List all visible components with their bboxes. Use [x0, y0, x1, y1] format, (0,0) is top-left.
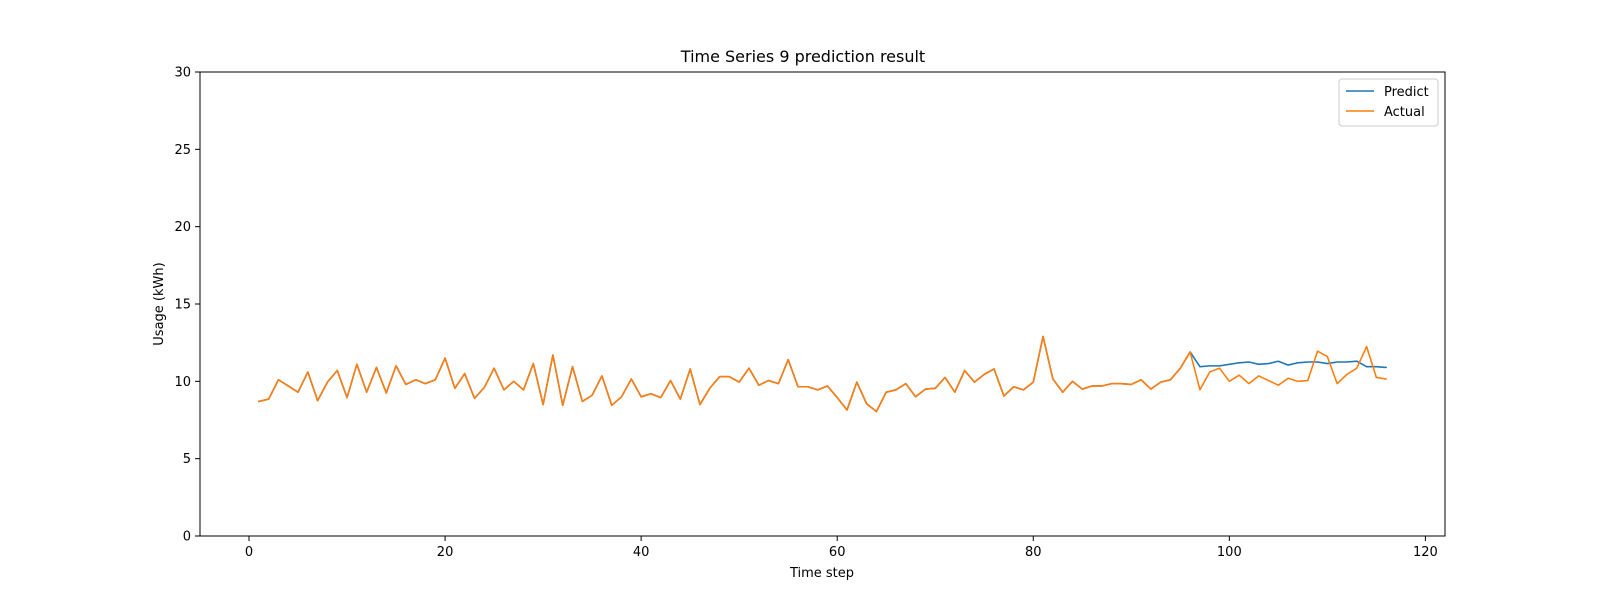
- y-tick-label: 10: [174, 375, 191, 390]
- x-tick-label: 80: [1025, 545, 1042, 560]
- y-tick-label: 25: [174, 143, 191, 158]
- legend-label-predict: Predict: [1384, 85, 1429, 100]
- x-tick-label: 40: [633, 545, 650, 560]
- legend-label-actual: Actual: [1384, 105, 1425, 120]
- y-tick-label: 30: [174, 66, 191, 81]
- legend: Predict Actual: [1338, 78, 1439, 127]
- y-tick-label: 15: [174, 298, 191, 313]
- y-axis-ticks: 0 5 10 15 20 25 30: [174, 66, 200, 545]
- y-tick-label: 20: [174, 220, 191, 235]
- y-tick-label: 0: [183, 530, 191, 545]
- x-tick-label: 20: [437, 545, 454, 560]
- x-tick-label: 120: [1413, 545, 1438, 560]
- x-tick-label: 100: [1217, 545, 1242, 560]
- x-tick-label: 0: [245, 545, 253, 560]
- x-axis-label: Time step: [789, 566, 854, 581]
- y-axis-label: Usage (kWh): [152, 262, 167, 345]
- x-tick-label: 60: [829, 545, 846, 560]
- x-axis-ticks: 0 20 40 60 80 100 120: [245, 536, 1438, 560]
- series-line-actual: [258, 335, 1387, 413]
- chart-title: Time Series 9 prediction result: [680, 47, 925, 66]
- y-tick-label: 5: [183, 452, 191, 467]
- series-lines: [258, 335, 1387, 413]
- plot-frame: [199, 71, 1446, 537]
